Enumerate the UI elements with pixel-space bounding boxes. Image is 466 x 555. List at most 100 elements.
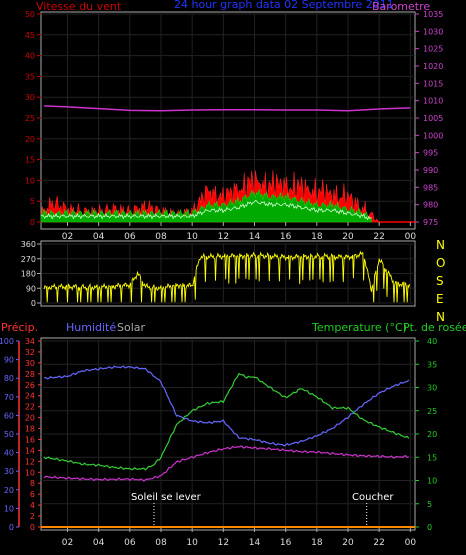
wind-tick-label: 15	[25, 156, 35, 165]
x-tick-label-top: 00	[405, 232, 417, 242]
x-tick-label-top: 10	[186, 232, 198, 242]
direction-tick-label: 180	[21, 270, 36, 279]
baro-tick-label: 990	[423, 166, 438, 175]
direction-tick-label: 270	[21, 255, 36, 264]
precip-tick-label: 26	[25, 381, 35, 390]
humidity-label: Humidité	[66, 321, 116, 334]
precip-tick-label: 32	[25, 348, 35, 357]
precip-tick-label: 16	[25, 435, 35, 444]
precip-tick-label: 12	[25, 457, 35, 466]
x-tick-label-top: 06	[124, 232, 136, 242]
temp-tick-label: 35	[427, 360, 437, 369]
baro-tick-label: 1025	[423, 45, 443, 54]
wind-axis-label: Vitesse du vent	[36, 0, 122, 13]
precip-tick-label: 10	[25, 468, 35, 477]
baro-tick-label: 1020	[423, 62, 443, 71]
precip-tick-label: 22	[25, 403, 35, 412]
humidity-tick-label: 40	[4, 449, 14, 458]
x-tick-label-top: 14	[249, 232, 261, 242]
direction-tick-label: 90	[26, 284, 36, 293]
compass-letter-e: E	[436, 292, 444, 306]
wind-series-area	[40, 189, 372, 223]
baro-tick-label: 1010	[423, 97, 443, 106]
humidity-tick-label: 50	[4, 430, 14, 439]
barometer-axis-label: Barometre	[372, 0, 430, 13]
x-tick-label-top: 20	[342, 232, 354, 242]
wind-average-line	[40, 199, 372, 221]
temp-tick-label: 10	[427, 477, 437, 486]
wind-tick-label: 35	[25, 72, 35, 81]
solar-label: Solar	[117, 321, 146, 334]
baro-tick-label: 1015	[423, 79, 443, 88]
wind-tick-label: 30	[25, 93, 35, 102]
wind-tick-label: 40	[25, 52, 35, 61]
humidity-tick-label: 90	[4, 356, 14, 365]
x-tick-label-top: 02	[62, 232, 73, 242]
precip-tick-label: 18	[25, 425, 35, 434]
x-tick-label-bottom: 02	[62, 538, 73, 548]
baro-tick-label: 1005	[423, 114, 443, 123]
humidity-tick-label: 70	[4, 393, 14, 402]
x-tick-label-top: 08	[155, 232, 167, 242]
precip-tick-label: 20	[25, 414, 35, 423]
compass-letter-o: O	[436, 256, 445, 270]
baro-tick-label: 1000	[423, 131, 443, 140]
temperature-series-line	[43, 372, 410, 471]
precip-tick-label: 30	[25, 359, 35, 368]
humidity-tick-label: 100	[0, 337, 14, 346]
x-tick-label-bottom: 18	[311, 538, 323, 548]
x-tick-label-top: 04	[93, 232, 105, 242]
wind-tick-label: 50	[25, 10, 35, 19]
x-tick-label-top: 18	[311, 232, 323, 242]
compass-letter-n1: N	[436, 238, 445, 252]
temp-tick-label: 30	[427, 384, 437, 393]
precip-tick-label: 28	[25, 370, 35, 379]
precip-tick-label: 4	[30, 501, 35, 510]
temp-tick-label: 40	[427, 337, 437, 346]
x-tick-label-top: 12	[218, 232, 229, 242]
direction-tick-label: 360	[21, 240, 36, 249]
compass-letter-n2: N	[436, 310, 445, 324]
humidity-tick-label: 80	[4, 374, 14, 383]
x-tick-label-bottom: 10	[186, 538, 198, 548]
humidity-series-line	[43, 365, 410, 447]
wind-tick-label: 20	[25, 135, 35, 144]
precip-tick-label: 24	[25, 392, 35, 401]
direction-tick-label: 0	[31, 299, 36, 308]
x-tick-label-bottom: 08	[155, 538, 167, 548]
temp-tick-label: 25	[427, 407, 437, 416]
wind-tick-label: 10	[25, 176, 35, 185]
precip-label: Précip.	[1, 321, 38, 334]
baro-tick-label: 985	[423, 183, 438, 192]
barometer-series-line	[44, 105, 411, 112]
precip-tick-label: 6	[30, 490, 35, 499]
humidity-tick-label: 10	[4, 504, 14, 513]
x-tick-label-bottom: 20	[342, 538, 354, 548]
humidity-tick-label: 60	[4, 411, 14, 420]
x-tick-label-bottom: 04	[93, 538, 105, 548]
wind-tick-label: 45	[25, 31, 35, 40]
baro-tick-label: 1035	[423, 10, 443, 19]
humidity-tick-label: 0	[9, 523, 14, 532]
humidity-tick-label: 30	[4, 467, 14, 476]
precip-tick-label: 2	[30, 512, 35, 521]
wind-panel-frame	[40, 11, 416, 230]
wind-tick-label: 25	[25, 114, 35, 123]
x-tick-label-top: 22	[373, 232, 384, 242]
temp-tick-label: 5	[427, 500, 432, 509]
temperature-label: Temperature (°C)	[311, 321, 407, 334]
precip-tick-label: 14	[25, 446, 35, 455]
wind-tick-label: 0	[30, 218, 35, 227]
compass-letter-s: S	[436, 274, 444, 288]
chart-title: 24 hour graph data 02 Septembre 2011	[174, 0, 394, 11]
sunrise-label: Soleil se lever	[131, 492, 202, 503]
precip-tick-label: 8	[30, 479, 35, 488]
baro-tick-label: 980	[423, 201, 438, 210]
temp-tick-label: 0	[427, 523, 432, 532]
temp-tick-label: 20	[427, 430, 437, 439]
dewpoint-series-line	[43, 445, 409, 482]
precip-tick-label: 34	[25, 337, 35, 346]
x-tick-label-bottom: 16	[280, 538, 292, 548]
sunset-label: Coucher	[352, 492, 394, 503]
